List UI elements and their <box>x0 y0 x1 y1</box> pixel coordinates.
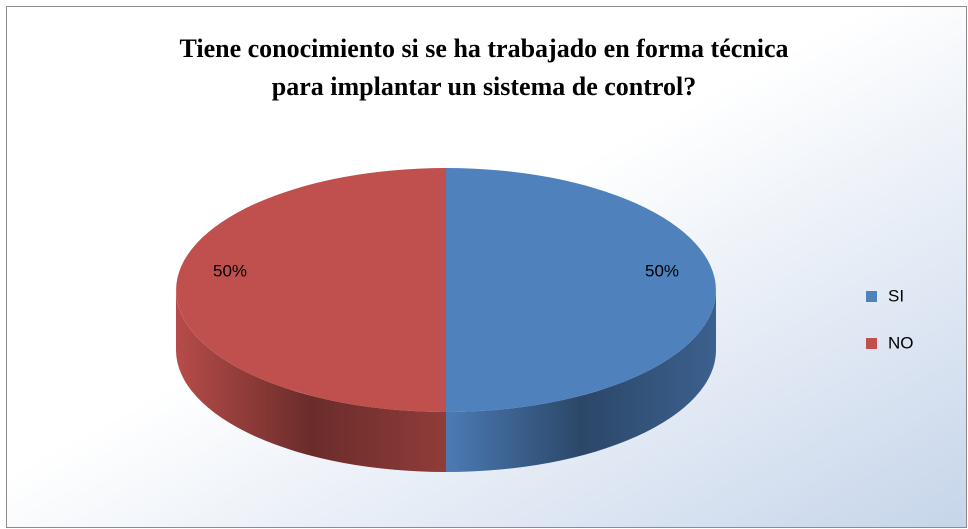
pie-side-shade <box>446 290 716 472</box>
pie-slice <box>176 168 446 412</box>
pie-slice <box>446 168 716 412</box>
legend-label: NO <box>888 333 914 352</box>
legend-label: SI <box>888 286 904 305</box>
data-label: 50% <box>213 261 247 280</box>
data-label: 50% <box>645 261 679 280</box>
chart-title: Tiene conocimiento si se ha trabajado en… <box>179 34 789 101</box>
legend-swatch <box>866 338 877 349</box>
pie-side-shade <box>176 290 446 472</box>
legend-swatch <box>866 291 877 302</box>
